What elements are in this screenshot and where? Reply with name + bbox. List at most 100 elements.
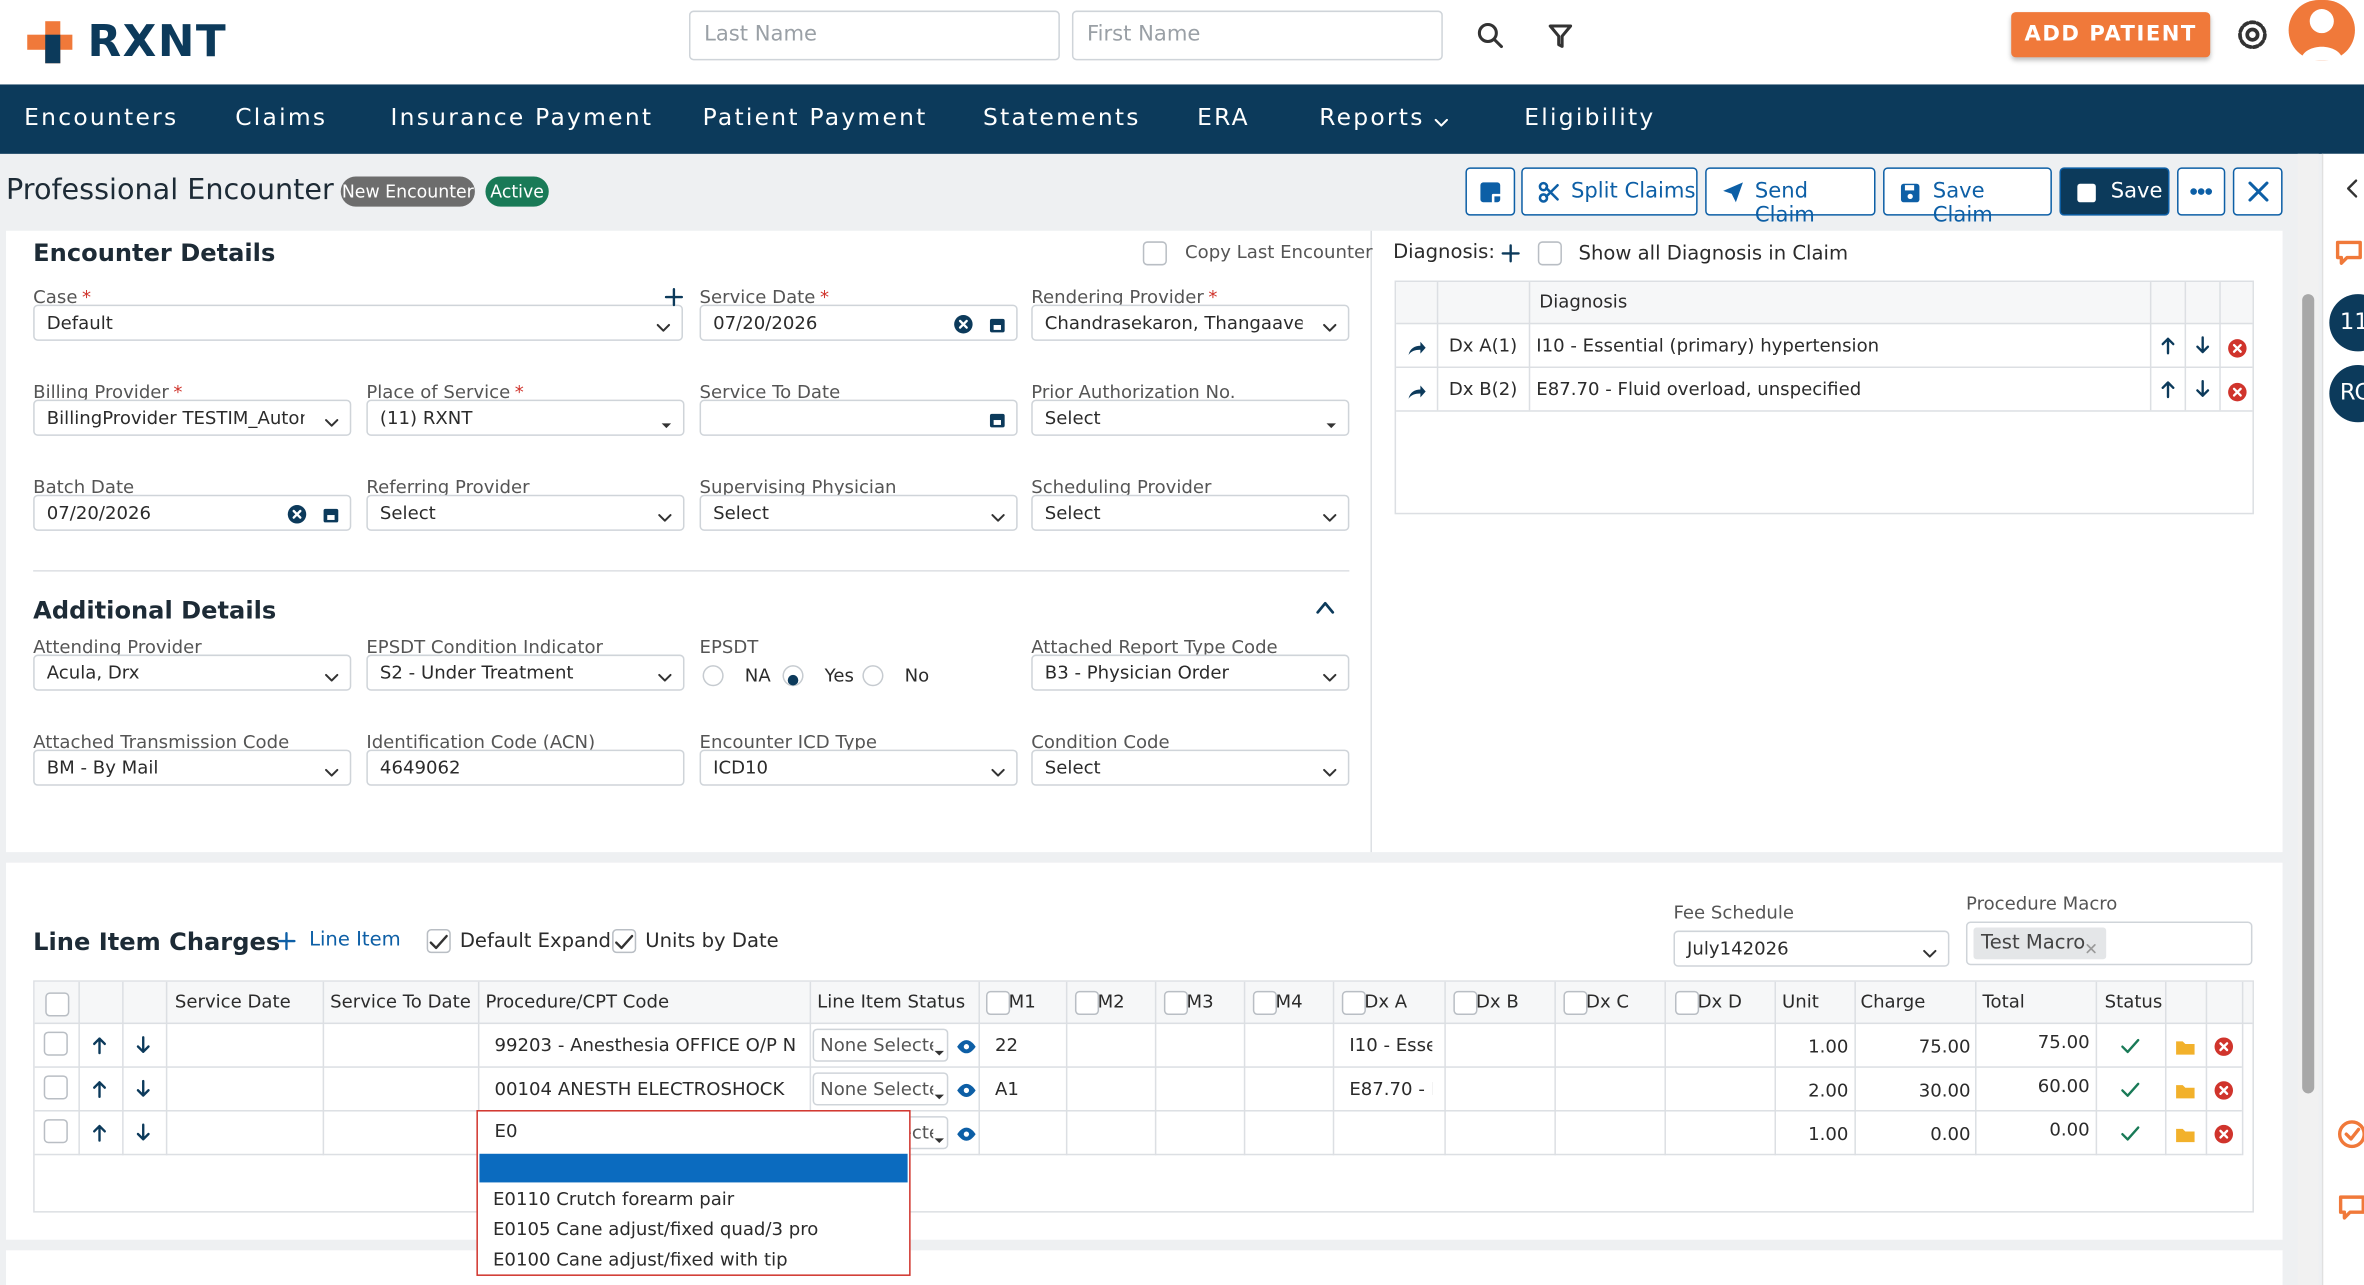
- field-input[interactable]: B3 - Physician Order: [1031, 654, 1350, 691]
- move-down[interactable]: [2192, 377, 2213, 407]
- avatar[interactable]: [2288, 0, 2355, 61]
- checkbox[interactable]: [1674, 990, 1700, 1016]
- search-button[interactable]: [1476, 21, 1503, 54]
- search-option[interactable]: E0105 Cane adjust/fixed quad/3 pro: [493, 1218, 819, 1240]
- checkbox[interactable]: [1537, 241, 1562, 266]
- nav-item[interactable]: Statements: [982, 104, 1141, 132]
- checkbox[interactable]: [43, 1119, 68, 1144]
- open-folder[interactable]: [2174, 1122, 2197, 1151]
- add-line-item[interactable]: Line Item: [309, 929, 401, 952]
- icon: [93, 1081, 106, 1099]
- field-input[interactable]: 4649062: [366, 749, 685, 786]
- field-input[interactable]: S2 - Under Treatment: [366, 654, 685, 691]
- remove[interactable]: [2227, 336, 2248, 365]
- case-plus[interactable]: [663, 285, 684, 314]
- move-down[interactable]: [133, 1121, 154, 1151]
- radio[interactable]: [782, 665, 804, 687]
- checkbox[interactable]: [1142, 241, 1167, 266]
- move-up[interactable]: [89, 1077, 110, 1107]
- nav-item[interactable]: Claims: [235, 104, 328, 132]
- open-folder[interactable]: [2174, 1078, 2197, 1107]
- status-select[interactable]: None Selected: [812, 1072, 949, 1106]
- checkbox[interactable]: [986, 990, 1011, 1016]
- field-input[interactable]: Chandrasekaron, Thangaavel: [1031, 304, 1350, 341]
- more-button[interactable]: [2177, 167, 2226, 216]
- filter-button[interactable]: [1547, 23, 1574, 56]
- field-value: BillingProvider TESTIM_Automc: [46, 407, 305, 429]
- field-input[interactable]: Acula, Drx: [33, 654, 352, 691]
- search-option[interactable]: E0100 Cane adjust/fixed with tip: [493, 1248, 788, 1270]
- remove[interactable]: [2227, 380, 2248, 409]
- nav-item[interactable]: Eligibility: [1524, 104, 1656, 132]
- field-input[interactable]: Default: [33, 304, 683, 341]
- row-line: [1396, 410, 2253, 412]
- comment-icon[interactable]: [2337, 1191, 2364, 1227]
- checkbox[interactable]: [1341, 990, 1366, 1016]
- checkbox[interactable]: [1163, 990, 1189, 1016]
- action-button[interactable]: Send Claim: [1705, 167, 1876, 228]
- search-option[interactable]: E0110 Crutch forearm pair: [493, 1188, 735, 1210]
- open-folder[interactable]: [2174, 1035, 2197, 1064]
- checkbox[interactable]: [1563, 990, 1588, 1016]
- action-button[interactable]: Save: [2059, 167, 2170, 216]
- action-button[interactable]: Save Claim: [1883, 167, 2052, 228]
- search-input[interactable]: Last Name: [688, 10, 1060, 61]
- view-icon[interactable]: [956, 1122, 977, 1151]
- close-button[interactable]: [2232, 167, 2283, 216]
- row-line: [1396, 366, 2253, 369]
- nav-item[interactable]: Reports: [1319, 104, 1425, 132]
- note-button[interactable]: [1465, 167, 1516, 216]
- field-input[interactable]: Select: [366, 494, 685, 531]
- chip-remove[interactable]: [2084, 934, 2099, 963]
- field-input[interactable]: BillingProvider TESTIM_Automc: [33, 399, 352, 436]
- field-input[interactable]: [699, 399, 1018, 436]
- view-icon[interactable]: [956, 1078, 977, 1107]
- field-input[interactable]: Select: [1031, 494, 1350, 531]
- collapse-button[interactable]: [1313, 596, 1337, 626]
- field-input[interactable]: Select: [1031, 749, 1350, 786]
- search-input[interactable]: E0: [479, 1113, 812, 1151]
- move-down[interactable]: [133, 1077, 154, 1107]
- checkbox[interactable]: [612, 929, 637, 954]
- add-patient-button[interactable]: ADD PATIENT: [2011, 12, 2211, 58]
- field-input[interactable]: 07/20/2026: [699, 304, 1018, 341]
- nav-item[interactable]: Encounters: [24, 104, 179, 132]
- field-input[interactable]: BM - By Mail: [33, 749, 352, 786]
- settings-button[interactable]: [2236, 18, 2269, 57]
- field-input[interactable]: 07/20/2026: [33, 494, 352, 531]
- checkbox[interactable]: [1252, 990, 1277, 1016]
- checkbox[interactable]: [45, 992, 70, 1017]
- action-button[interactable]: Split Claims: [1521, 167, 1698, 216]
- move-up[interactable]: [2157, 333, 2178, 363]
- fee-schedule-select[interactable]: July142026: [1673, 930, 1950, 967]
- view-icon[interactable]: [956, 1035, 977, 1064]
- nav-item[interactable]: Patient Payment: [702, 104, 928, 132]
- chat-icon[interactable]: [2334, 237, 2364, 273]
- radio[interactable]: [702, 665, 724, 687]
- checkbox[interactable]: [1453, 990, 1478, 1016]
- search-input[interactable]: First Name: [1071, 10, 1443, 61]
- move-down[interactable]: [133, 1033, 154, 1063]
- checkbox[interactable]: [43, 1075, 68, 1100]
- move-up[interactable]: [89, 1033, 110, 1063]
- remove[interactable]: [2213, 1035, 2234, 1064]
- add-diagnosis[interactable]: [1500, 241, 1521, 270]
- checkbox[interactable]: [43, 1031, 68, 1056]
- col-line: [2095, 981, 2098, 1156]
- field-input[interactable]: Select: [699, 494, 1018, 531]
- status-select[interactable]: None Selected: [812, 1028, 949, 1062]
- nav-item[interactable]: ERA: [1197, 104, 1250, 132]
- checkbox[interactable]: [1074, 990, 1100, 1016]
- move-up[interactable]: [89, 1121, 110, 1151]
- move-down[interactable]: [2192, 333, 2213, 363]
- remove[interactable]: [2213, 1122, 2234, 1151]
- move-up[interactable]: [2157, 377, 2178, 407]
- remove[interactable]: [2213, 1078, 2234, 1107]
- nav-item[interactable]: Insurance Payment: [390, 104, 654, 132]
- checkbox[interactable]: [426, 929, 451, 954]
- field-input[interactable]: (11) RXNT: [366, 399, 685, 436]
- collapse-sidebar[interactable]: [2343, 176, 2364, 205]
- radio[interactable]: [862, 665, 884, 687]
- field-input[interactable]: ICD10: [699, 749, 1018, 786]
- field-input[interactable]: Select: [1031, 399, 1350, 436]
